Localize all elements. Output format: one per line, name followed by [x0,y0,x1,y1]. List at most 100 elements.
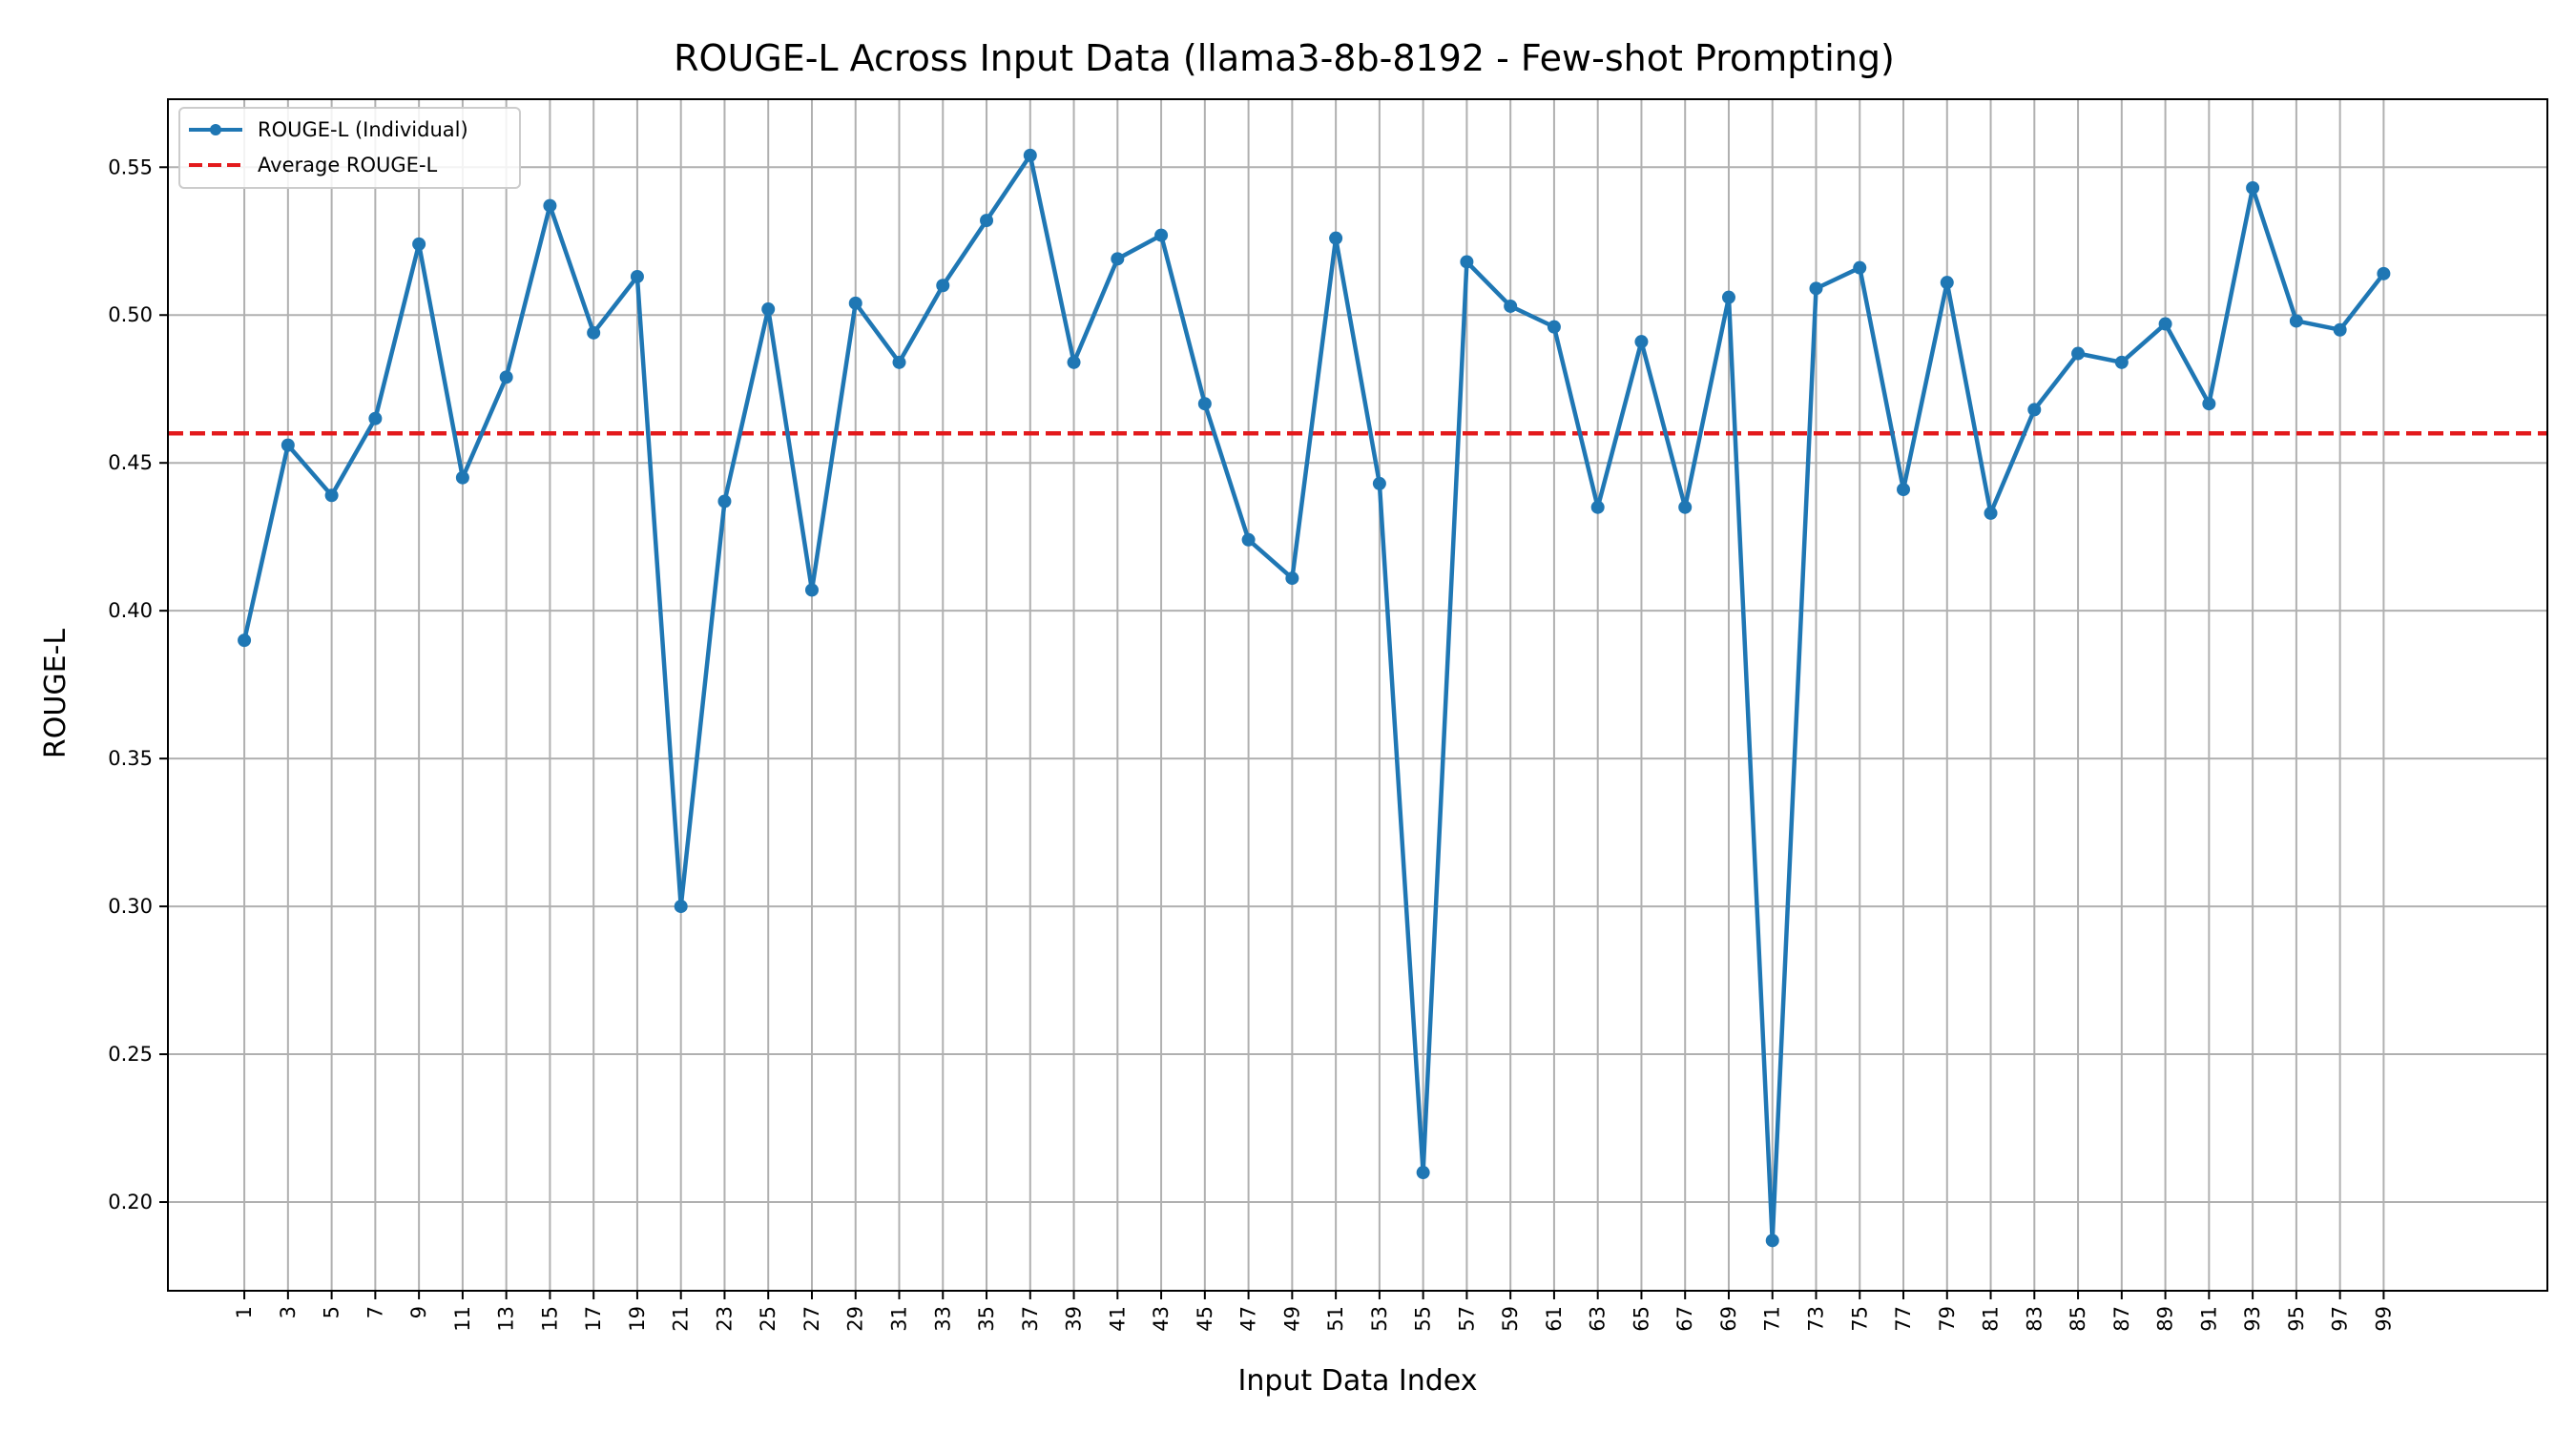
data-point [2289,314,2303,328]
legend-box [178,107,521,189]
x-tick-label: 35 [975,1306,998,1332]
x-tick-label: 31 [888,1306,911,1332]
y-tick-label: 0.50 [108,303,153,326]
x-tick-label: 23 [713,1306,736,1332]
x-tick-label: 27 [800,1306,823,1332]
data-point [1111,252,1125,266]
data-point [412,237,426,251]
data-point [1372,476,1386,490]
data-point [848,296,862,310]
data-point [499,370,513,384]
data-point [1285,571,1299,586]
x-tick-label: 11 [451,1306,474,1332]
x-tick-label: 73 [1804,1306,1827,1332]
x-tick-label: 39 [1063,1306,1086,1332]
x-tick-label: 89 [2154,1306,2177,1332]
data-point [1634,335,1649,349]
y-tick-label: 0.55 [108,156,153,178]
x-tick-label: 57 [1455,1306,1478,1332]
x-tick-label: 63 [1587,1306,1610,1332]
data-point [2333,322,2347,337]
x-tick-label: 5 [321,1306,343,1318]
data-point [280,438,295,452]
data-point [1984,506,1998,520]
x-tick-label: 9 [407,1306,430,1318]
x-tick-label: 91 [2197,1306,2220,1332]
x-tick-label: 93 [2241,1306,2264,1332]
y-axis-ticks: 0.20 0.25 0.30 0.35 0.40 0.45 0.50 0.55 [108,156,168,1213]
data-point [892,355,906,369]
x-tick-label: 67 [1673,1306,1696,1332]
data-point [1678,500,1693,514]
x-tick-label: 25 [757,1306,779,1332]
data-point [761,302,776,317]
data-point [238,633,252,648]
x-tick-label: 1 [233,1306,256,1318]
series-layer [238,148,2391,1248]
y-tick-label: 0.40 [108,599,153,622]
x-tick-label: 77 [1892,1306,1915,1332]
data-point [455,470,469,485]
data-point [324,488,339,503]
x-tick-label: 87 [2110,1306,2133,1332]
data-point [1809,281,1823,296]
x-axis-label: Input Data Index [1238,1364,1478,1398]
data-point [2246,180,2260,195]
y-tick-label: 0.30 [108,895,153,918]
data-point [1590,500,1605,514]
data-point [1154,228,1169,242]
x-tick-label: 61 [1543,1306,1566,1332]
y-tick-label: 0.25 [108,1043,153,1066]
data-point [2071,346,2086,361]
x-tick-label: 51 [1324,1306,1347,1332]
data-point [1241,532,1256,547]
x-tick-label: 41 [1106,1306,1129,1332]
x-tick-label: 17 [582,1306,605,1332]
x-tick-label: 59 [1499,1306,1522,1332]
data-point [980,214,994,228]
x-tick-label: 71 [1761,1306,1784,1332]
data-point [1023,148,1037,162]
x-tick-label: 99 [2372,1306,2395,1332]
x-tick-label: 45 [1194,1306,1216,1332]
data-point [1416,1166,1430,1180]
y-axis-label: ROUGE-L [39,629,73,758]
data-point [1197,397,1212,411]
x-tick-label: 19 [626,1306,649,1332]
x-tick-label: 47 [1237,1306,1260,1332]
data-point [2027,403,2042,417]
grid [168,99,2547,1291]
legend-label-individual: ROUGE-L (Individual) [258,118,468,141]
data-point [2158,317,2172,331]
x-tick-label: 55 [1412,1306,1435,1332]
data-point [1504,299,1518,313]
data-point [1897,483,1911,497]
data-point [717,494,732,508]
x-tick-label: 15 [538,1306,561,1332]
data-point [804,583,819,597]
x-axis-ticks: 1 3 5 7 9 11 13 15 17 19 21 23 25 27 29 31 33 35 37 39 41 43 4… [233,1291,2395,1332]
x-tick-label: 85 [2067,1306,2089,1332]
y-tick-label: 0.35 [108,747,153,770]
x-tick-label: 33 [931,1306,954,1332]
y-tick-label: 0.20 [108,1191,153,1213]
chart-title: ROUGE-L Across Input Data (llama3-8b-819… [674,37,1895,79]
x-tick-label: 53 [1368,1306,1391,1332]
x-tick-label: 7 [364,1306,386,1318]
plot-frame [167,98,2548,1292]
data-point [368,411,383,425]
x-tick-label: 83 [2023,1306,2046,1332]
data-point [1721,290,1735,304]
data-point [1460,255,1474,269]
data-point [1329,231,1343,245]
data-point [543,198,557,213]
data-point [2377,266,2391,280]
y-tick-label: 0.45 [108,451,153,474]
x-tick-label: 21 [670,1306,693,1332]
x-tick-label: 49 [1280,1306,1303,1332]
legend-marker-individual [210,124,221,135]
data-point [1765,1234,1779,1248]
data-point [1853,260,1867,275]
x-tick-label: 97 [2329,1306,2352,1332]
